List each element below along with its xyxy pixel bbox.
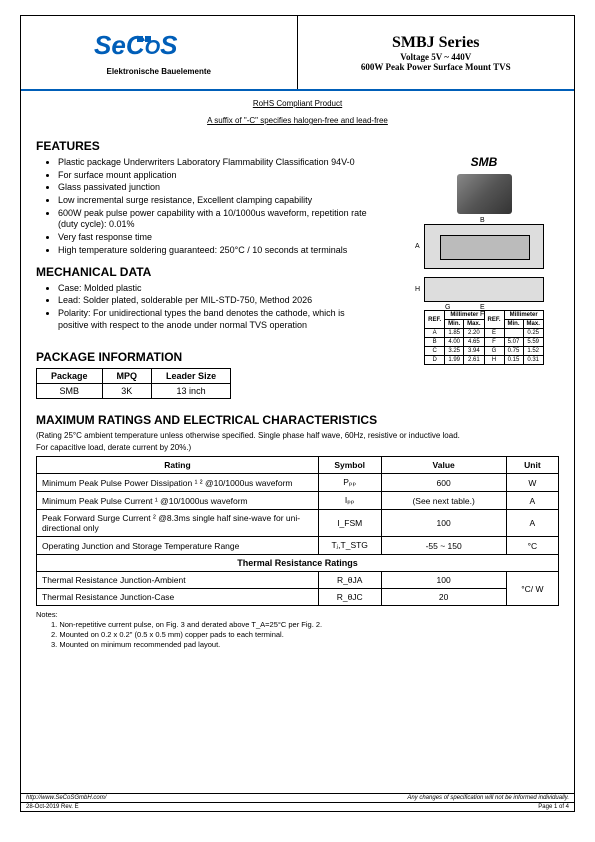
feature-item: High temperature soldering guaranteed: 2… bbox=[58, 245, 376, 257]
pkg-hdr: MPQ bbox=[102, 369, 152, 384]
pkg-cell: 13 inch bbox=[152, 384, 231, 399]
smb-diagram-block: SMB A B H G E F REF. Millimeter REF. Mil… bbox=[409, 155, 559, 365]
max-ratings-title: MAXIMUM RATINGS AND ELECTRICAL CHARACTER… bbox=[36, 413, 559, 427]
dim-hdr: Millimeter bbox=[504, 311, 543, 320]
pkg-cell: 3K bbox=[102, 384, 152, 399]
max-cell: R_θJA bbox=[318, 572, 381, 589]
max-cell: A bbox=[506, 492, 558, 510]
smb-top-view: A B bbox=[424, 224, 544, 269]
smb-3d-image bbox=[457, 174, 512, 214]
features-list: Plastic package Underwriters Laboratory … bbox=[36, 157, 376, 257]
max-cell: Thermal Resistance Junction-Ambient bbox=[37, 572, 319, 589]
feature-item: Plastic package Underwriters Laboratory … bbox=[58, 157, 376, 169]
dim-hdr: Min. bbox=[504, 320, 523, 329]
max-hdr: Unit bbox=[506, 457, 558, 474]
max-cell: Iₚₚ bbox=[318, 492, 381, 510]
max-cell: °C/ W bbox=[506, 572, 558, 606]
footer-url: http://www.SeCoSGmbH.com/ bbox=[26, 795, 106, 801]
note-item: 3. Mounted on minimum recommended pad la… bbox=[51, 640, 559, 650]
pkg-cell: SMB bbox=[37, 384, 103, 399]
max-hdr: Symbol bbox=[318, 457, 381, 474]
series-desc: 600W Peak Power Surface Mount TVS bbox=[361, 62, 511, 72]
series-voltage: Voltage 5V ~ 440V bbox=[400, 52, 471, 62]
mech-item: Lead: Solder plated, solderable per MIL-… bbox=[58, 295, 376, 307]
max-cell: W bbox=[506, 474, 558, 492]
max-cell: 600 bbox=[381, 474, 506, 492]
rohs-line2: A suffix of "-C" specifies halogen-free … bbox=[21, 116, 574, 125]
max-ratings-table: Rating Symbol Value Unit Minimum Peak Pu… bbox=[36, 456, 559, 606]
max-hdr: Rating bbox=[37, 457, 319, 474]
feature-item: Very fast response time bbox=[58, 232, 376, 244]
max-note1: (Rating 25°C ambient temperature unless … bbox=[36, 431, 559, 440]
max-cell: (See next table.) bbox=[381, 492, 506, 510]
max-cell: Minimum Peak Pulse Power Dissipation ¹ ²… bbox=[37, 474, 319, 492]
title-block: SMBJ Series Voltage 5V ~ 440V 600W Peak … bbox=[298, 16, 575, 89]
dim-hdr: Millimeter bbox=[445, 311, 484, 320]
notes-title: Notes: bbox=[36, 610, 559, 620]
max-cell: Operating Junction and Storage Temperatu… bbox=[37, 537, 319, 555]
max-cell: 100 bbox=[381, 510, 506, 537]
max-cell: -55 ~ 150 bbox=[381, 537, 506, 555]
max-cell: °C bbox=[506, 537, 558, 555]
feature-item: For surface mount application bbox=[58, 170, 376, 182]
logo-block: SeCOS Elektronische Bauelemente bbox=[21, 16, 298, 89]
max-hdr: Value bbox=[381, 457, 506, 474]
smb-side-view: H G E F bbox=[424, 277, 544, 302]
max-cell: 100 bbox=[381, 572, 506, 589]
dim-hdr: REF. bbox=[484, 311, 504, 329]
note-item: 2. Mounted on 0.2 x 0.2" (0.5 x 0.5 mm) … bbox=[51, 630, 559, 640]
thermal-header: Thermal Resistance Ratings bbox=[37, 555, 559, 572]
dim-hdr: REF. bbox=[425, 311, 445, 329]
series-title: SMBJ Series bbox=[392, 34, 480, 52]
package-table: Package MPQ Leader Size SMB 3K 13 inch bbox=[36, 368, 231, 399]
footer-date: 28-Oct-2019 Rev. E bbox=[26, 804, 79, 810]
feature-item: Low incremental surge resistance, Excell… bbox=[58, 195, 376, 207]
feature-item: Glass passivated junction bbox=[58, 182, 376, 194]
logo-subtitle: Elektronische Bauelemente bbox=[107, 67, 211, 76]
dimension-table: REF. Millimeter REF. Millimeter Min. Max… bbox=[424, 310, 544, 365]
footer: http://www.SeCoSGmbH.com/ Any changes of… bbox=[21, 793, 574, 811]
max-cell: Peak Forward Surge Current ² @8.3ms sing… bbox=[37, 510, 319, 537]
max-note2: For capacitive load, derate current by 2… bbox=[36, 443, 559, 452]
max-cell: A bbox=[506, 510, 558, 537]
secos-logo: SeCOS bbox=[89, 30, 229, 65]
dim-hdr: Min. bbox=[445, 320, 464, 329]
max-cell: Minimum Peak Pulse Current ¹ @10/1000us … bbox=[37, 492, 319, 510]
max-cell: Pₚₚ bbox=[318, 474, 381, 492]
notes-block: Notes: 1. Non-repetitive current pulse, … bbox=[36, 610, 559, 649]
rohs-line1: RoHS Compliant Product bbox=[21, 99, 574, 108]
max-cell: 20 bbox=[381, 589, 506, 606]
svg-text:SeCOS: SeCOS bbox=[94, 30, 178, 60]
dim-hdr: Max. bbox=[523, 320, 543, 329]
pkg-hdr: Leader Size bbox=[152, 369, 231, 384]
features-title: FEATURES bbox=[36, 139, 376, 153]
feature-item: 600W peak pulse power capability with a … bbox=[58, 208, 376, 231]
max-cell: Tⱼ,T_STG bbox=[318, 537, 381, 555]
mech-item: Polarity: For unidirectional types the b… bbox=[58, 308, 376, 331]
smb-label: SMB bbox=[409, 155, 559, 169]
dim-hdr: Max. bbox=[464, 320, 484, 329]
note-item: 1. Non-repetitive current pulse, on Fig.… bbox=[51, 620, 559, 630]
max-cell: Thermal Resistance Junction-Case bbox=[37, 589, 319, 606]
header: SeCOS Elektronische Bauelemente SMBJ Ser… bbox=[21, 16, 574, 91]
max-cell: I_FSM bbox=[318, 510, 381, 537]
footer-page: Page 1 of 4 bbox=[538, 804, 569, 810]
max-cell: R_θJC bbox=[318, 589, 381, 606]
mechanical-title: MECHANICAL DATA bbox=[36, 265, 376, 279]
footer-disclaimer: Any changes of specification will not be… bbox=[407, 795, 569, 801]
pkg-hdr: Package bbox=[37, 369, 103, 384]
mechanical-list: Case: Molded plastic Lead: Solder plated… bbox=[36, 283, 376, 332]
mech-item: Case: Molded plastic bbox=[58, 283, 376, 295]
